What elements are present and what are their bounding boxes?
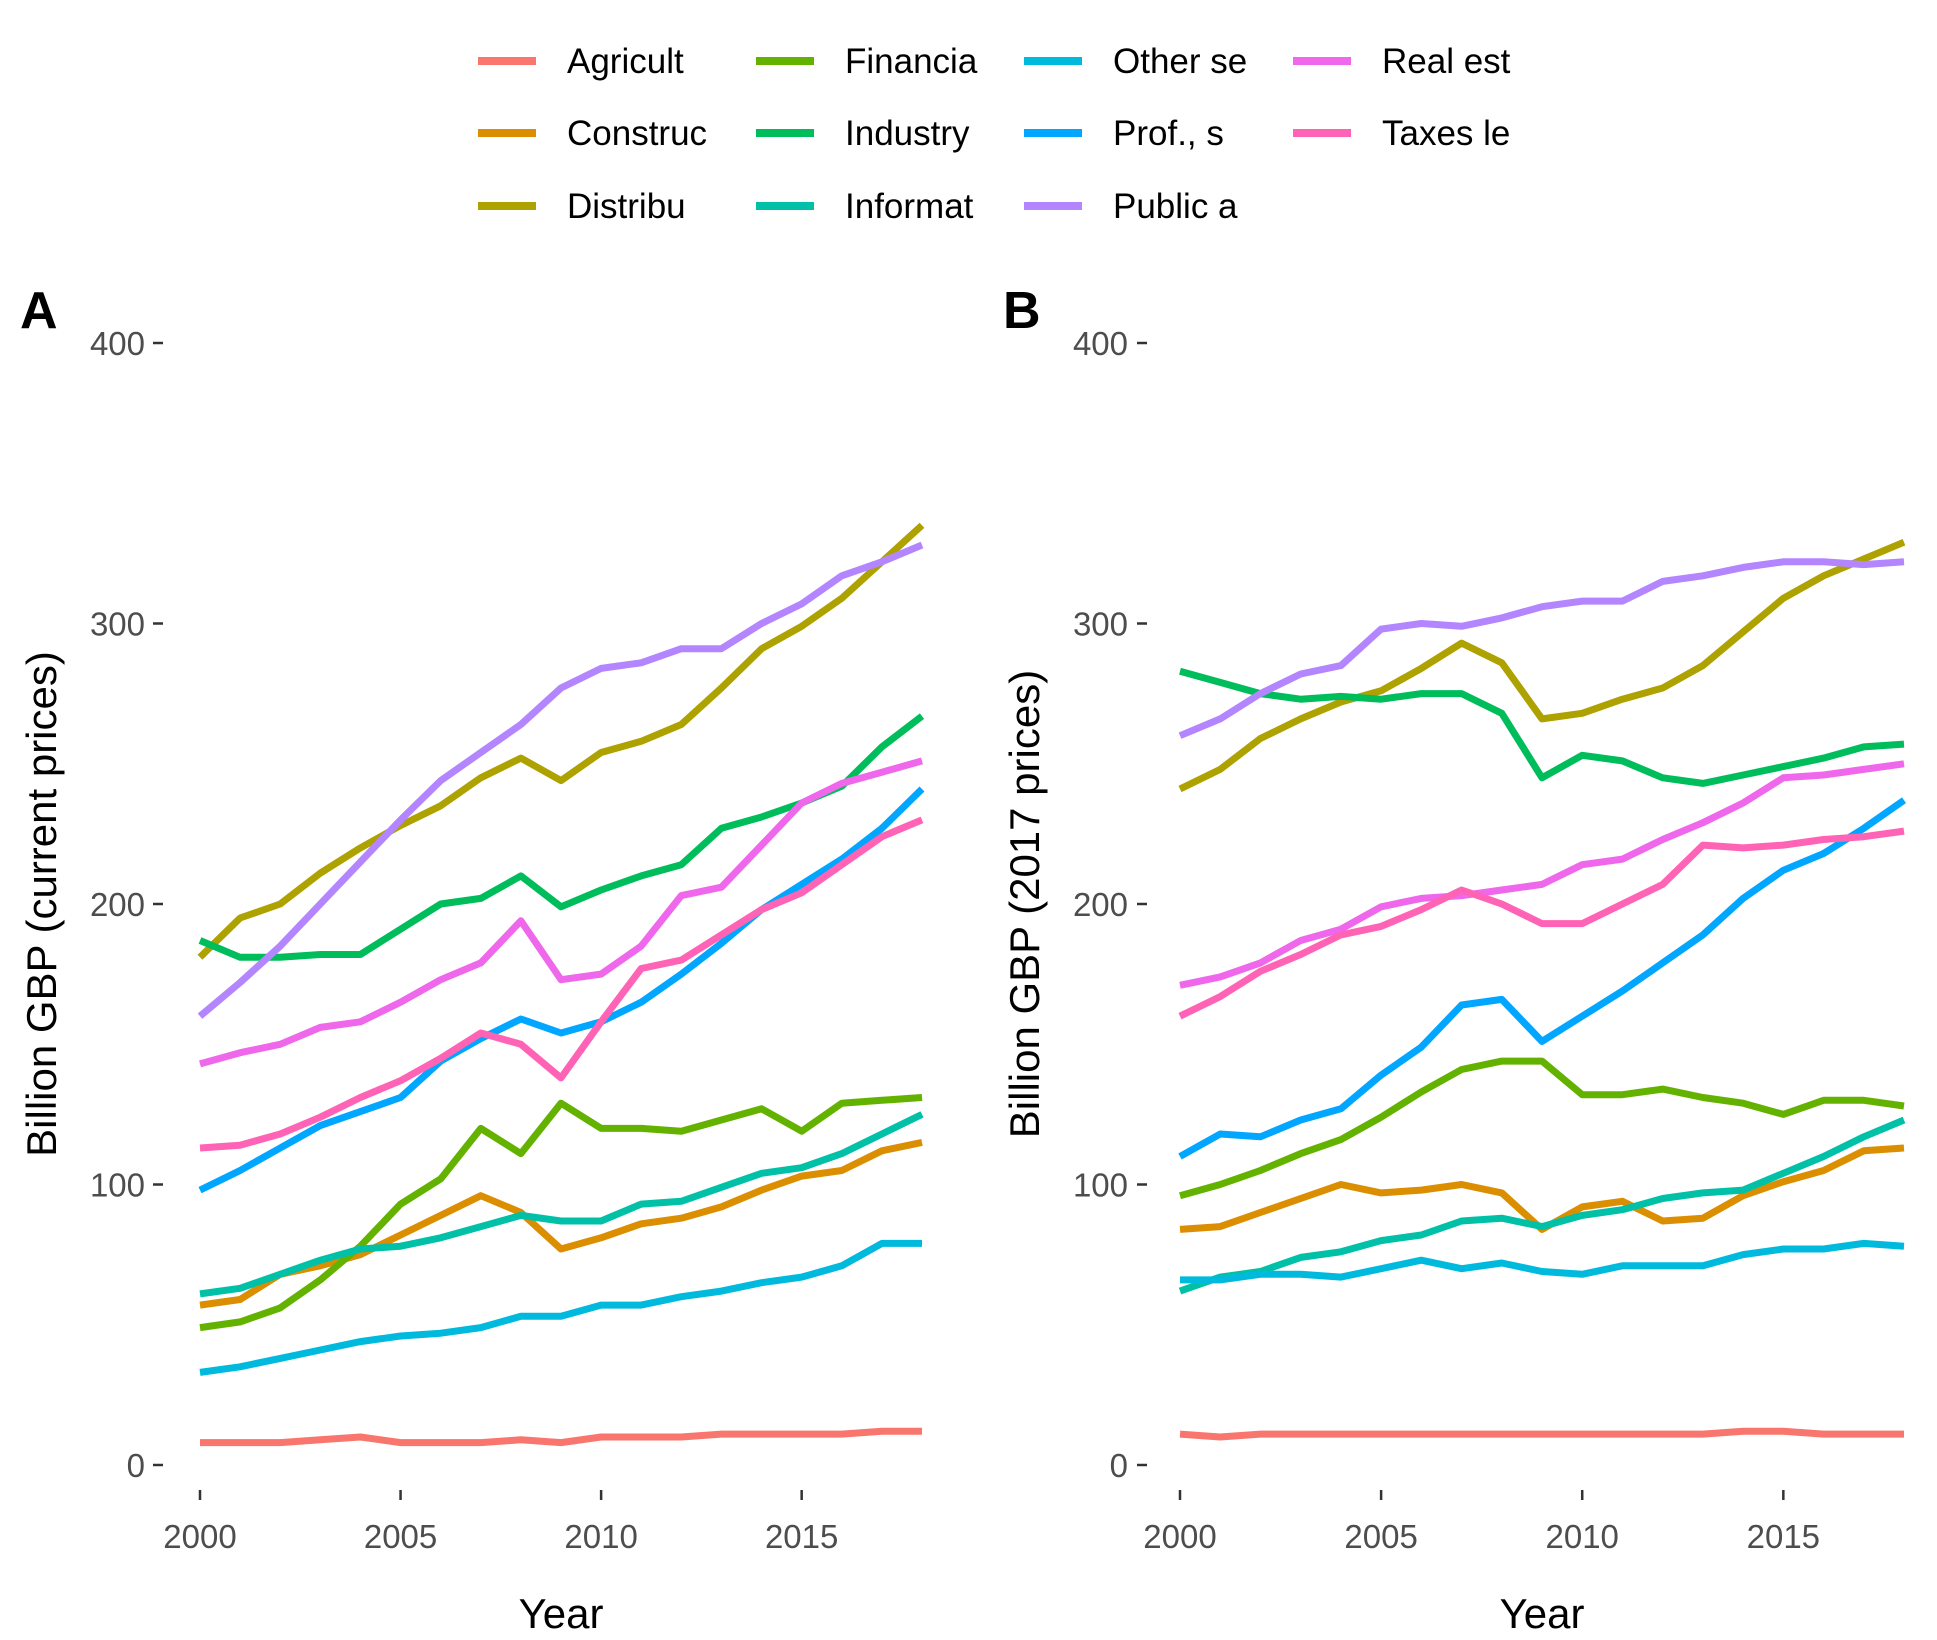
series-line — [200, 1427, 922, 1447]
series-line — [199, 816, 924, 1152]
series-line — [199, 1239, 922, 1376]
y-tick-label: 300 — [90, 606, 145, 643]
series-line — [199, 757, 923, 1068]
x-tick-label: 2005 — [1344, 1518, 1417, 1555]
series-line — [1179, 760, 1905, 989]
series-line — [1178, 1116, 1906, 1295]
series-line — [199, 1094, 923, 1332]
series-line — [1178, 827, 1905, 1020]
y-tick-label: 0 — [1110, 1447, 1128, 1484]
series-line — [1179, 667, 1905, 787]
x-tick-label: 2010 — [1546, 1518, 1619, 1555]
x-tick-label: 2000 — [1143, 1518, 1216, 1555]
series-line — [197, 541, 924, 1019]
panel-b: B 0 100 200 300 400 2000 2005 2010 2015 Year Billio… — [1001, 282, 1907, 1637]
y-tick-label: 200 — [90, 886, 145, 923]
panel-tag: A — [20, 282, 58, 340]
x-tick-label: 2010 — [564, 1518, 637, 1555]
series-line — [197, 522, 925, 960]
series-line — [1178, 538, 1906, 793]
legend-item: Agricult — [478, 42, 684, 81]
y-tick-label: 100 — [90, 1167, 145, 1204]
panel-a: A 0 100 200 300 400 2000 2005 2010 2015 Year Billio… — [18, 282, 925, 1637]
legend-label: Distribu — [567, 187, 686, 226]
x-axis-title: Year — [519, 1590, 604, 1637]
legend-item: Public a — [1024, 187, 1238, 226]
y-tick-label: 0 — [127, 1447, 145, 1484]
x-tick-label: 2005 — [364, 1518, 437, 1555]
series-line — [198, 786, 925, 1194]
legend-item: Distribu — [478, 187, 686, 226]
y-axis-title: Billion GBP (2017 prices) — [1001, 670, 1048, 1138]
x-axis-title: Year — [1500, 1590, 1585, 1637]
legend-label: Taxes le — [1382, 114, 1510, 153]
series-line — [199, 1111, 924, 1298]
legend-label: Prof., s — [1113, 114, 1224, 153]
legend-item: Informat — [756, 187, 974, 226]
legend-item: Construc — [478, 114, 707, 153]
series-line — [199, 1138, 923, 1309]
legend: Agricult Construc Distribu Financia Industry… — [478, 42, 1511, 226]
legend-label: Financia — [845, 42, 978, 81]
legend-label: Informat — [845, 187, 974, 226]
legend-item: Real est — [1293, 42, 1511, 81]
y-tick-label: 400 — [90, 325, 145, 362]
legend-label: Industry — [845, 114, 970, 153]
y-tick-label: 300 — [1073, 606, 1128, 643]
legend-item: Industry — [756, 114, 970, 153]
legend-label: Agricult — [567, 42, 684, 81]
legend-item: Financia — [756, 42, 978, 81]
y-tick-label: 200 — [1073, 886, 1128, 923]
x-tick-label: 2015 — [765, 1518, 838, 1555]
series-line — [1178, 558, 1905, 739]
x-tick-label: 2015 — [1747, 1518, 1820, 1555]
legend-item: Taxes le — [1293, 114, 1510, 153]
series-line — [1179, 1057, 1905, 1200]
series-line — [1180, 1239, 1905, 1284]
x-tick-label: 2000 — [163, 1518, 236, 1555]
y-tick-label: 100 — [1073, 1167, 1128, 1204]
legend-label: Real est — [1382, 42, 1511, 81]
y-axis-title: Billion GBP (current prices) — [18, 651, 65, 1157]
series-line — [1179, 1427, 1904, 1441]
panel-tag: B — [1003, 282, 1041, 340]
legend-label: Public a — [1113, 187, 1238, 226]
series-line — [1178, 797, 1907, 1160]
y-tick-label: 400 — [1073, 325, 1128, 362]
legend-item: Other se — [1024, 42, 1247, 81]
legend-label: Construc — [567, 114, 707, 153]
legend-item: Prof., s — [1024, 114, 1224, 153]
legend-label: Other se — [1113, 42, 1247, 81]
